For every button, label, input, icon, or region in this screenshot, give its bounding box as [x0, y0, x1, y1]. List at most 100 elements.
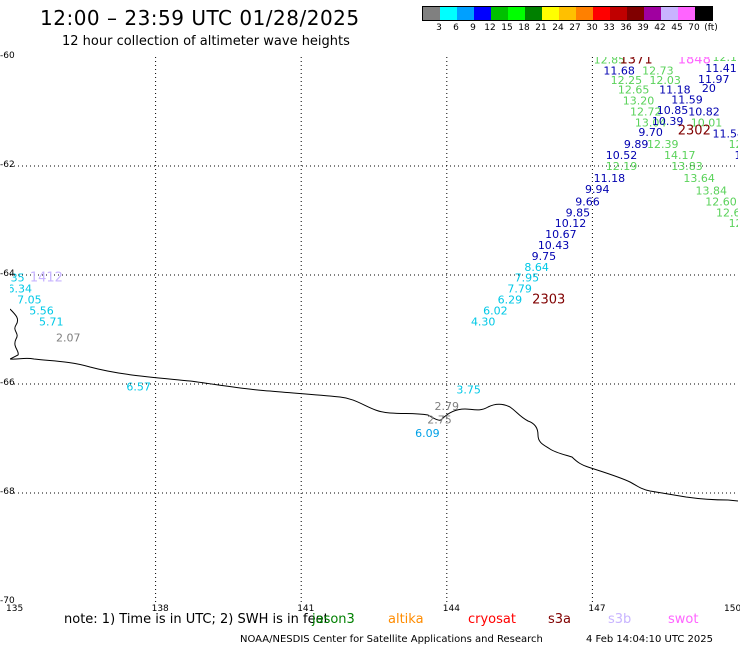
wave-height-label: 11.18	[659, 84, 691, 97]
latitude-tick-label: -70	[0, 596, 15, 606]
wave-height-label: 12.03	[649, 74, 681, 87]
map-title: 12:00 – 23:59 UTC 01/28/2025	[40, 6, 360, 30]
wave-height-label: 7.79	[507, 283, 532, 296]
latitude-tick-label: -66	[0, 378, 15, 388]
longitude-tick-label: 141	[297, 604, 315, 614]
wave-height-label: 12.60	[705, 195, 737, 208]
wave-height-label: 6.35	[10, 272, 25, 285]
legend-swatch	[661, 7, 678, 20]
wave-height-label: 8.64	[524, 261, 549, 274]
longitude-tick-label: 144	[442, 604, 460, 614]
wave-height-label: 12.19	[713, 57, 738, 64]
wave-height-label: 5.56	[29, 304, 54, 317]
wave-height-label: 20	[702, 82, 716, 95]
legend-label-row: 3 6 9 12 15 18 21 24 27 30 33 36 39 42 45 70 (ft)	[422, 21, 718, 35]
mission-altika: altika	[388, 612, 424, 627]
legend-swatch	[457, 7, 474, 20]
wave-height-label: 12	[729, 138, 738, 151]
wave-height-label: 12.6	[716, 206, 738, 219]
wave-height-label: 13.64	[683, 172, 715, 185]
wave-height-label: 11.54	[713, 127, 738, 140]
wave-height-label: 1	[735, 149, 739, 162]
credit-line: NOAA/NESDIS Center for Satellite Applica…	[240, 634, 543, 645]
measurement-labels: 12.851371184812.1911.6812.7311.4112.2512…	[10, 57, 738, 440]
legend-swatch-row	[422, 6, 713, 21]
legend-label: 30	[586, 23, 598, 33]
antarctic-coastline	[10, 308, 738, 502]
wave-height-label: 6.34	[10, 283, 32, 296]
wave-height-label: 9.89	[624, 138, 649, 151]
longitude-tick-label: 150	[724, 604, 740, 614]
wave-height-label: 10.67	[545, 228, 577, 241]
wave-height-label: 11.68	[603, 65, 635, 78]
wave-height-label: 9.66	[575, 195, 600, 208]
wave-height-label: 2303	[532, 293, 565, 308]
legend-label: 39	[637, 23, 649, 33]
wave-height-label: 13.20	[623, 95, 655, 108]
legend-label: 21	[535, 23, 547, 33]
wave-height-label: 9.75	[532, 250, 557, 263]
wave-height-label: 10.52	[606, 149, 638, 162]
legend-swatch	[559, 7, 576, 20]
wave-height-label: 9.85	[566, 206, 591, 219]
generation-timestamp: 4 Feb 14:04:10 UTC 2025	[586, 634, 713, 645]
legend-label: 27	[569, 23, 581, 33]
legend-label: 12	[484, 23, 496, 33]
legend-label: 36	[620, 23, 632, 33]
legend-label: 42	[654, 23, 666, 33]
wave-height-label: 9.70	[638, 126, 663, 139]
wave-height-label: 12	[729, 217, 738, 230]
wave-height-label: 11.97	[698, 73, 730, 86]
wave-height-label: 2.07	[56, 332, 81, 345]
wave-height-label: 11.59	[671, 94, 703, 107]
wave-height-label: 2.79	[435, 400, 460, 413]
wave-height-label: 6.57	[126, 381, 151, 394]
wave-height-label: 12.19	[606, 160, 638, 173]
legend-swatch	[644, 7, 661, 20]
latitude-tick-label: -68	[0, 487, 15, 497]
wave-height-label: 1371	[620, 57, 653, 68]
longitude-tick-label: 147	[588, 604, 606, 614]
wave-height-label: 5.71	[39, 315, 64, 328]
wave-height-label: 11.41	[705, 62, 737, 75]
wave-height-label: 4.30	[471, 315, 496, 328]
legend-label: 15	[501, 23, 513, 33]
legend-swatch	[440, 7, 457, 20]
wave-height-label: 6.09	[415, 427, 440, 440]
wave-height-label: 10.39	[652, 115, 684, 128]
wave-height-label: 6.02	[483, 304, 508, 317]
legend-label: 33	[603, 23, 615, 33]
legend-swatch	[576, 7, 593, 20]
wave-height-label: 10.12	[555, 217, 587, 230]
mission-s3a: s3a	[548, 612, 572, 627]
wave-height-label: 12.72	[630, 106, 662, 119]
graticule	[10, 57, 738, 602]
legend-swatch	[627, 7, 644, 20]
wave-height-label: 10.82	[688, 106, 720, 119]
legend-label: 45	[671, 23, 683, 33]
wave-height-label: 13.84	[696, 185, 728, 198]
wave-height-label: 10.85	[657, 104, 689, 117]
wave-height-label: 10.43	[538, 239, 570, 252]
legend-swatch	[593, 7, 610, 20]
legend-swatch	[525, 7, 542, 20]
longitude-tick-label: 135	[6, 604, 24, 614]
color-legend: 3 6 9 12 15 18 21 24 27 30 33 36 39 42 45 70 (ft)	[422, 6, 718, 35]
wave-height-label: 13.83	[671, 160, 703, 173]
wave-height-label: 3.75	[456, 383, 481, 396]
legend-label: (ft)	[704, 23, 718, 33]
wave-height-label: 2.75	[427, 413, 452, 426]
legend-swatch	[610, 7, 627, 20]
wave-height-label: 2302	[678, 124, 711, 139]
latitude-tick-label: -62	[0, 160, 15, 170]
map-subtitle: 12 hour collection of altimeter wave hei…	[62, 34, 350, 49]
legend-label: 3	[436, 23, 442, 33]
legend-swatch	[542, 7, 559, 20]
legend-swatch	[678, 7, 695, 20]
wave-height-map: 12.851371184812.1911.6812.7311.4112.2512…	[10, 57, 738, 602]
legend-swatch	[474, 7, 491, 20]
legend-label: 18	[518, 23, 530, 33]
wave-height-label: 9.94	[585, 183, 610, 196]
legend-label: 6	[453, 23, 459, 33]
mission-s3b: s3b	[608, 612, 632, 627]
